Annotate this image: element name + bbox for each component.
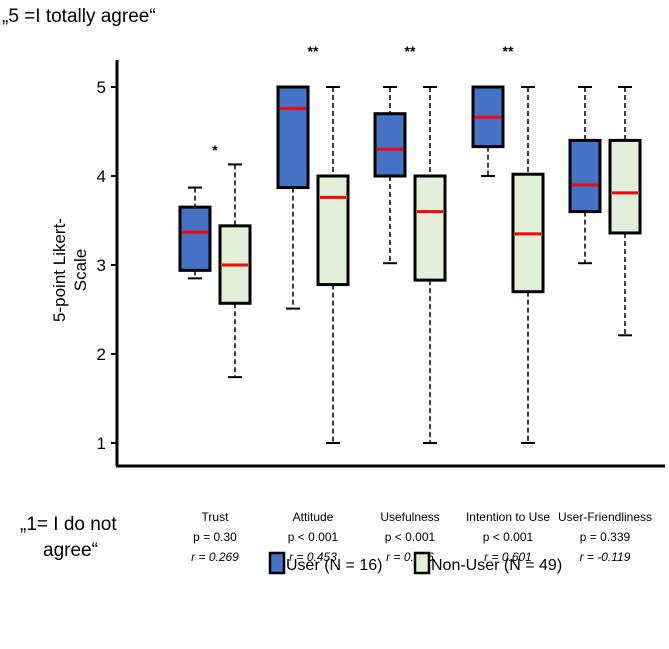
r-value-label: r = 0.601 <box>484 550 532 564</box>
r-value-label: r = 0.453 <box>289 550 337 564</box>
significance-marker: * <box>212 142 218 158</box>
legend-swatch <box>268 551 286 575</box>
box-non-user <box>608 138 642 235</box>
y-tick-label: 5 <box>97 78 106 97</box>
bottom-scale-label-line1: „1= I do not <box>20 514 117 535</box>
p-value-label: p = 0.30 <box>193 530 237 544</box>
box-non-user <box>413 174 447 282</box>
significance-marker: ** <box>308 43 319 59</box>
significance-marker: ** <box>503 43 514 59</box>
y-tick-label: 1 <box>97 434 106 453</box>
p-value-label: p < 0.001 <box>288 530 339 544</box>
r-value-label: r = -0.119 <box>580 550 631 564</box>
legend-label: Non-User (N = 49) <box>431 557 562 574</box>
y-axis-label-line2: Scale <box>71 249 90 292</box>
p-value-label: p < 0.001 <box>483 530 534 544</box>
category-label: Trust <box>202 510 230 524</box>
y-axis-label-line1: 5-point Likert- <box>50 218 69 322</box>
legend-label: User (N = 16) <box>286 557 382 574</box>
top-scale-label: „5 =I totally agree“ <box>2 6 156 27</box>
y-tick-label: 3 <box>97 256 106 275</box>
box-user <box>568 138 602 214</box>
p-value-label: p < 0.001 <box>385 530 436 544</box>
category-label: Intention to Use <box>466 510 550 524</box>
category-label: Usefulness <box>380 510 439 524</box>
p-value-label: p = 0.339 <box>580 530 631 544</box>
bottom-scale-label-line2: agree“ <box>43 540 98 561</box>
category-label: Attitude <box>293 510 334 524</box>
box-user <box>178 205 212 272</box>
box-non-user <box>316 174 350 287</box>
y-tick-label: 4 <box>97 167 106 186</box>
box-user <box>373 112 407 178</box>
box-user <box>276 85 310 190</box>
category-label: User-Friendliness <box>558 510 652 524</box>
y-tick-label: 2 <box>97 345 106 364</box>
significance-marker: ** <box>405 43 416 59</box>
r-value-label: r = 0.269 <box>191 550 239 564</box>
legend-swatch <box>413 551 431 575</box>
